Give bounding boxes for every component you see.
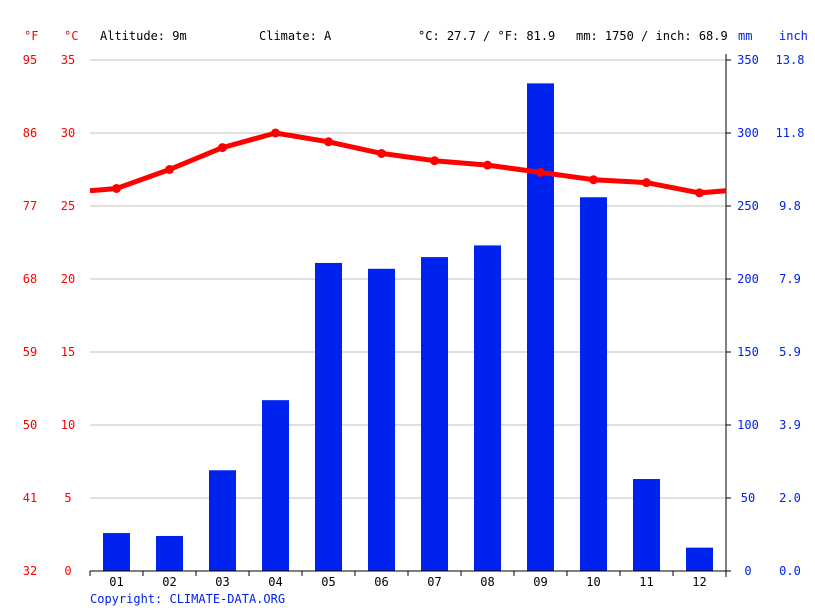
precipitation-bar bbox=[633, 479, 660, 571]
inch-tick-label: 9.8 bbox=[779, 199, 801, 213]
fahrenheit-tick-label: 32 bbox=[23, 564, 37, 578]
temperature-point bbox=[377, 148, 386, 158]
month-label: 10 bbox=[586, 575, 600, 589]
month-label: 05 bbox=[321, 575, 335, 589]
precipitation-bar bbox=[421, 257, 448, 571]
temperature-point bbox=[536, 167, 545, 177]
month-label: 07 bbox=[427, 575, 441, 589]
inch-tick-label: 5.9 bbox=[779, 345, 801, 359]
mm-tick-label: 300 bbox=[737, 126, 759, 140]
month-label: 01 bbox=[109, 575, 123, 589]
precipitation-bar bbox=[580, 197, 607, 572]
inch-unit-label: inch bbox=[779, 29, 808, 43]
temperature-point bbox=[324, 137, 333, 147]
inch-tick-label: 3.9 bbox=[779, 418, 801, 432]
copyright-link[interactable]: Copyright: CLIMATE-DATA.ORG bbox=[90, 592, 286, 606]
mm-unit-label: mm bbox=[738, 29, 753, 43]
celsius-tick-label: 35 bbox=[61, 53, 75, 67]
inch-tick-label: 11.8 bbox=[776, 126, 805, 140]
celsius-tick-label: 15 bbox=[61, 345, 75, 359]
fahrenheit-tick-label: 77 bbox=[23, 199, 37, 213]
celsius-tick-label: 5 bbox=[64, 491, 71, 505]
month-label: 02 bbox=[162, 575, 176, 589]
fahrenheit-tick-label: 59 bbox=[23, 345, 37, 359]
celsius-unit-label: °C bbox=[64, 29, 79, 43]
celsius-tick-label: 10 bbox=[61, 418, 75, 432]
precipitation-bar bbox=[156, 535, 183, 571]
precipitation-bar bbox=[315, 262, 342, 571]
celsius-tick-label: 20 bbox=[61, 272, 75, 286]
month-label: 11 bbox=[639, 575, 653, 589]
inch-tick-label: 0.0 bbox=[779, 564, 801, 578]
celsius-tick-label: 30 bbox=[61, 126, 75, 140]
month-label: 09 bbox=[533, 575, 547, 589]
temperature-point bbox=[483, 160, 492, 170]
mm-tick-label: 0 bbox=[744, 564, 751, 578]
precipitation-bar bbox=[262, 400, 289, 571]
mm-tick-label: 150 bbox=[737, 345, 759, 359]
fahrenheit-tick-label: 50 bbox=[23, 418, 37, 432]
temperature-point bbox=[430, 156, 439, 166]
mm-tick-label: 250 bbox=[737, 199, 759, 213]
average-temperature-label: °C: 27.7 / °F: 81.9 bbox=[418, 29, 556, 43]
fahrenheit-unit-label: °F bbox=[24, 29, 39, 43]
fahrenheit-tick-label: 41 bbox=[23, 491, 37, 505]
temperature-line bbox=[89, 130, 727, 196]
inch-tick-label: 13.8 bbox=[776, 53, 805, 67]
celsius-tick-label: 25 bbox=[61, 199, 75, 213]
temperature-point bbox=[271, 128, 280, 138]
mm-tick-label: 200 bbox=[737, 272, 759, 286]
month-label: 06 bbox=[374, 575, 388, 589]
fahrenheit-tick-label: 68 bbox=[23, 272, 37, 286]
precipitation-bar bbox=[527, 83, 554, 572]
temperature-point bbox=[165, 165, 174, 174]
inch-tick-label: 2.0 bbox=[779, 491, 801, 505]
mm-tick-label: 350 bbox=[737, 53, 759, 67]
precipitation-bar bbox=[368, 268, 395, 571]
total-precipitation-label: mm: 1750 / inch: 68.9 bbox=[576, 29, 728, 43]
fahrenheit-tick-label: 86 bbox=[23, 126, 37, 140]
temperature-point bbox=[589, 175, 598, 185]
precipitation-bar bbox=[474, 245, 501, 572]
celsius-tick-label: 0 bbox=[64, 564, 71, 578]
precipitation-bar bbox=[686, 547, 713, 571]
climate-label: Climate: A bbox=[259, 29, 332, 43]
month-label: 03 bbox=[215, 575, 229, 589]
precipitation-bar bbox=[209, 470, 236, 571]
month-label: 04 bbox=[268, 575, 282, 589]
month-label: 08 bbox=[480, 575, 494, 589]
temperature-point bbox=[642, 178, 651, 188]
inch-tick-label: 7.9 bbox=[779, 272, 801, 286]
mm-tick-label: 100 bbox=[737, 418, 759, 432]
altitude-label: Altitude: 9m bbox=[100, 29, 187, 43]
mm-tick-label: 50 bbox=[741, 491, 755, 505]
fahrenheit-tick-label: 95 bbox=[23, 53, 37, 67]
month-label: 12 bbox=[692, 575, 706, 589]
temperature-point bbox=[218, 143, 227, 153]
temperature-point bbox=[112, 183, 121, 193]
temperature-point bbox=[695, 188, 704, 198]
precipitation-bar bbox=[103, 533, 130, 571]
